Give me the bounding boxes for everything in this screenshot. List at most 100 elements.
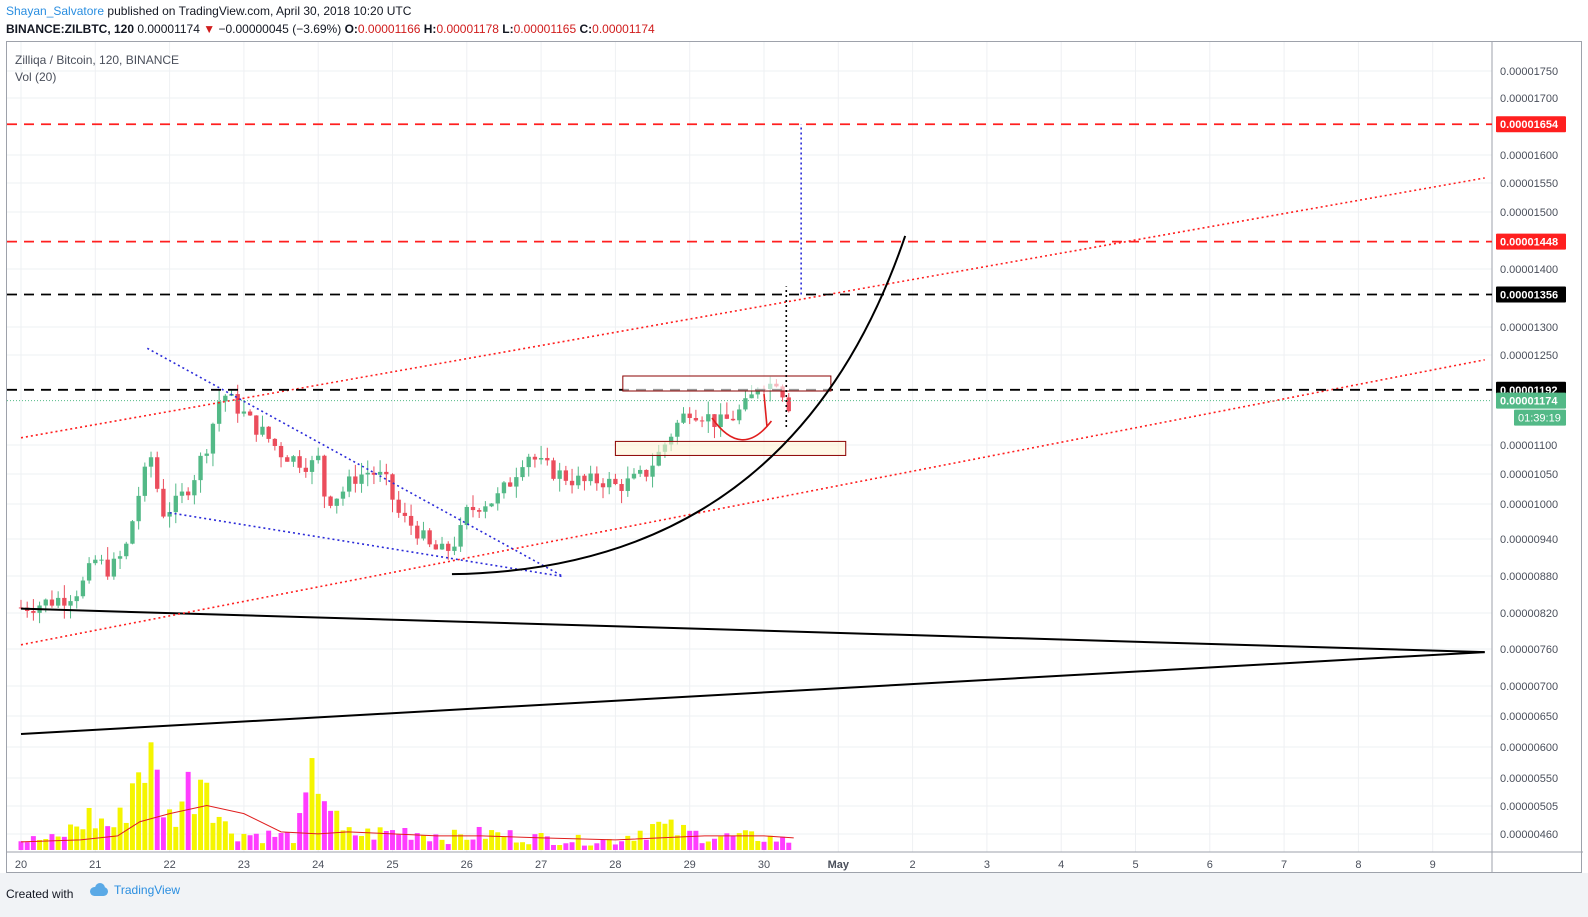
candle-body [359, 474, 364, 484]
volume-bar [198, 779, 204, 850]
candle-body [365, 472, 370, 475]
candle-body [285, 457, 290, 462]
candle-body [563, 470, 569, 481]
volume-bar [253, 833, 259, 850]
candle-body [396, 499, 401, 513]
volume-bar [99, 818, 104, 850]
tradingview-cloud-icon [88, 883, 110, 897]
tradingview-brand[interactable]: TradingView [88, 883, 180, 897]
time-tick-label: 8 [1355, 859, 1361, 871]
candle-body [514, 477, 519, 487]
candle-body [607, 478, 612, 488]
candle-body [62, 597, 67, 606]
candle-body [526, 456, 531, 468]
footer: Created with TradingView [0, 873, 1588, 917]
candle-body [186, 491, 191, 496]
candle-body [408, 515, 414, 526]
price-chart[interactable]: 0.00001750 0.00001700 0.00001600 0.00001550… [7, 42, 1583, 874]
volume-bar [334, 810, 340, 850]
grid-lines [7, 42, 1492, 852]
candle-body [489, 503, 494, 507]
trend-line [20, 359, 1485, 646]
volume-bars [18, 742, 792, 850]
volume-bar [507, 830, 513, 850]
volume-bar [786, 842, 792, 850]
volume-bar [328, 810, 334, 850]
candle-body [99, 559, 104, 561]
volume-bar [210, 822, 216, 850]
volume-bar [761, 841, 767, 850]
volume-bar [724, 833, 730, 850]
volume-bar [538, 833, 544, 850]
candle-body [371, 472, 377, 475]
time-tick-label: May [828, 859, 850, 871]
volume-bar [18, 841, 24, 850]
volume-bar [489, 830, 495, 850]
candle-body [706, 414, 711, 422]
time-tick-label: 7 [1281, 859, 1287, 871]
volume-bar [396, 834, 402, 850]
price-badge-label: 0.00001654 [1500, 119, 1559, 131]
candle-body [93, 559, 98, 564]
candle-body [247, 411, 253, 416]
candle-body [291, 456, 296, 462]
price-tick-label: 0.00000700 [1500, 681, 1558, 693]
price-tick-label: 0.00001400 [1500, 264, 1558, 276]
volume-bar [668, 819, 674, 850]
published-text: published on TradingView.com, April 30, … [107, 4, 412, 18]
candle-body [483, 506, 488, 512]
open-value: 0.00001166 [357, 22, 421, 36]
candle-body [80, 580, 86, 597]
candle-body [68, 601, 73, 606]
time-tick-label: 4 [1058, 859, 1064, 871]
volume-bar [365, 828, 371, 850]
candle-body [297, 456, 302, 468]
tradingview-brand-label[interactable]: TradingView [114, 883, 181, 897]
volume-bar [594, 843, 600, 850]
candle-body [495, 493, 500, 504]
chart-frame[interactable]: 0.00001750 0.00001700 0.00001600 0.00001550… [6, 41, 1583, 874]
time-tick-label: 27 [535, 859, 547, 871]
candle-body [303, 467, 308, 472]
volume-bar [167, 809, 173, 850]
volume-bar [699, 843, 705, 850]
volume-bar [420, 835, 426, 850]
author-link[interactable]: Shayan_Salvatore [6, 4, 105, 18]
time-axis-labels: 20 21 22 23 24 25 26 27 28 29 30 May 2 3 4 5 6 7 8 9 [15, 859, 1436, 871]
volume-bar [24, 842, 30, 850]
volume-bar [705, 841, 711, 850]
candle-body [117, 556, 123, 559]
volume-bar [68, 824, 74, 850]
volume-bar [179, 801, 185, 850]
volume-bar [451, 829, 457, 850]
volume-bar [414, 833, 420, 850]
volume-bar [464, 839, 470, 850]
volume-bar [625, 835, 631, 850]
candle-body [594, 473, 599, 484]
close-label: C: [579, 22, 593, 36]
volume-bar [216, 816, 222, 850]
time-tick-label: 26 [461, 859, 473, 871]
candle-body [532, 456, 538, 460]
candle-body [377, 471, 383, 475]
candle-body [439, 543, 445, 550]
candle-body [613, 478, 618, 485]
volume-bar [272, 836, 278, 850]
time-tick-label: 30 [758, 859, 770, 871]
candle-body [699, 420, 705, 422]
price-tick-label: 0.00001500 [1500, 207, 1558, 219]
volume-bar [458, 834, 464, 850]
time-tick-label: 3 [984, 859, 990, 871]
down-arrow-icon: ▼ [203, 22, 216, 36]
time-tick-label: 28 [609, 859, 621, 871]
volume-bar [173, 826, 179, 850]
candle-body [421, 530, 426, 539]
volume-bar [557, 845, 563, 850]
candle-body [668, 436, 674, 445]
volume-bar [544, 836, 550, 850]
candle-body [235, 394, 240, 414]
candle-body [470, 506, 476, 511]
time-tick-label: 6 [1207, 859, 1213, 871]
cup-drawing [711, 417, 773, 441]
volume-bar [674, 835, 680, 850]
